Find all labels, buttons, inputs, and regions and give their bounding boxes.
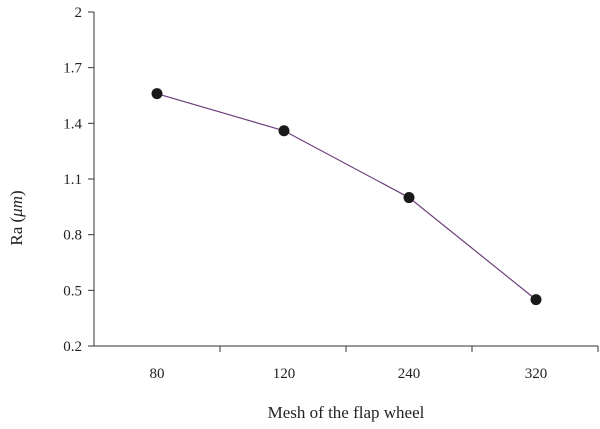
x-tick-label: 240 xyxy=(398,366,421,382)
y-axis-label-close: ) xyxy=(7,190,26,196)
y-tick-label: 1.1 xyxy=(63,172,82,188)
series-group xyxy=(151,88,542,306)
data-point xyxy=(151,88,163,100)
data-point xyxy=(530,294,542,306)
y-axis-label-unit: μm xyxy=(7,196,26,218)
x-tick-label: 80 xyxy=(150,366,165,382)
y-tick-label: 1.7 xyxy=(63,61,82,77)
x-axis-ticks: 80 120 240 320 xyxy=(150,346,599,382)
x-tick-label: 120 xyxy=(273,366,296,382)
axes xyxy=(93,12,598,347)
y-axis-label-text: Ra ( xyxy=(7,217,26,246)
y-tick-label: 2 xyxy=(75,5,83,21)
y-axis-label: Ra (μm) xyxy=(7,190,26,245)
y-tick-label: 1.4 xyxy=(63,116,82,132)
y-tick-label: 0.8 xyxy=(63,228,82,244)
x-tick-label: 320 xyxy=(525,366,548,382)
data-point xyxy=(278,125,290,137)
series-line xyxy=(156,93,537,301)
y-axis-ticks: 0.2 0.5 0.8 1.1 1.4 1.7 2 xyxy=(63,5,94,355)
y-tick-label: 0.5 xyxy=(63,283,82,299)
data-point xyxy=(403,192,415,204)
y-tick-label: 0.2 xyxy=(63,339,82,355)
x-axis-label: Mesh of the flap wheel xyxy=(268,403,425,422)
